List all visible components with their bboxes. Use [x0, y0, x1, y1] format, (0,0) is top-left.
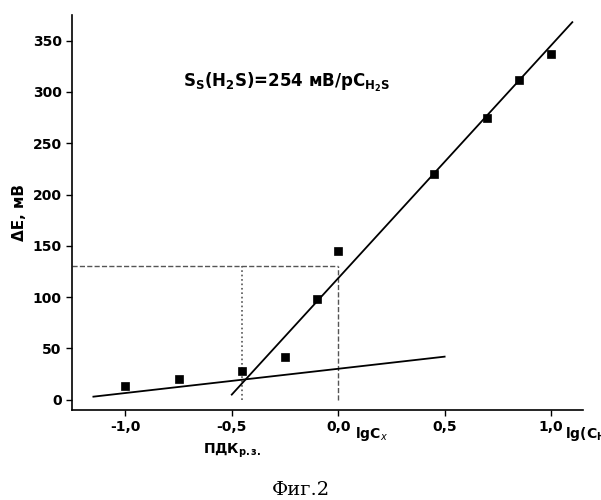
Text: lgC$_x$: lgC$_x$ — [355, 424, 388, 442]
Y-axis label: ΔE, мВ: ΔE, мВ — [12, 184, 27, 241]
Text: ПДК$_{\mathregular{р.з.}}$: ПДК$_{\mathregular{р.з.}}$ — [203, 442, 261, 460]
Text: S$_\mathregular{S}$(H$_\mathregular{2}$S)=254 мВ/pC$_{\mathregular{H_2S}}$: S$_\mathregular{S}$(H$_\mathregular{2}$S… — [183, 70, 391, 94]
Text: lg(C$_{\mathregular{H_2S}}$, об.%): lg(C$_{\mathregular{H_2S}}$, об.%) — [565, 424, 601, 445]
Text: Фиг.2: Фиг.2 — [272, 481, 329, 499]
